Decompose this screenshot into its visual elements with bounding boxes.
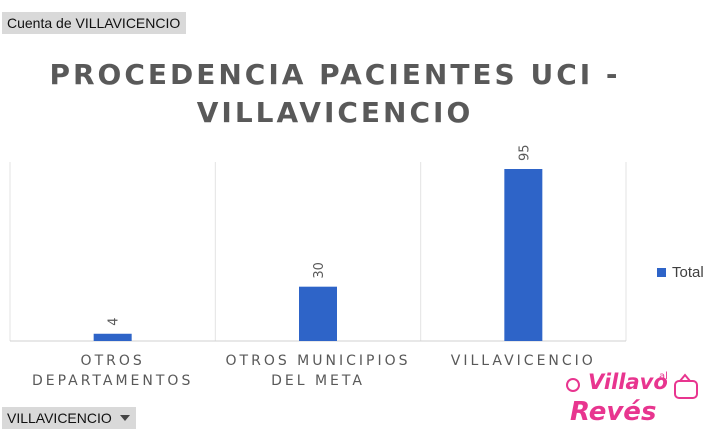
category-label: OTROS DEPARTAMENTOS [13, 351, 213, 391]
legend-swatch [657, 268, 666, 277]
legend-label: Total [672, 264, 704, 281]
bar [299, 286, 337, 341]
pivot-value-field-button[interactable]: Cuenta de VILLAVICENCIO [2, 12, 187, 34]
pivot-axis-field-button[interactable]: VILLAVICENCIO [2, 407, 136, 429]
category-label-line: OTROS MUNICIPIOS [225, 353, 411, 369]
villavo-al-reves-logo: Villavo al Revés [566, 370, 698, 427]
bar [504, 169, 543, 341]
chart-legend: Total [657, 264, 704, 281]
category-label: VILLAVICENCIO [423, 351, 623, 371]
bar [93, 333, 132, 341]
category-label-line: VILLAVICENCIO [450, 353, 596, 369]
logo-text-small: al [659, 371, 668, 382]
data-label: 30 [312, 262, 327, 279]
chart-title: PROCEDENCIA PACIENTES UCI - VILLAVICENCI… [0, 56, 670, 132]
category-label-line: DEL META [271, 373, 365, 389]
pivot-axis-field-label: VILLAVICENCIO [7, 410, 112, 426]
data-label: 95 [517, 144, 532, 161]
chart-title-line-2: VILLAVICENCIO [196, 96, 474, 129]
logo-text-line-1: Villavo [588, 370, 668, 394]
category-label: OTROS MUNICIPIOS DEL META [218, 351, 418, 391]
category-label-line: DEPARTAMENTOS [31, 373, 194, 389]
category-label-line: OTROS [80, 353, 145, 369]
data-label: 4 [107, 317, 122, 325]
pivot-value-field-label: Cuenta de VILLAVICENCIO [7, 15, 181, 31]
logo-text-line-2: Revés [570, 397, 656, 427]
dropdown-arrow-icon [119, 415, 130, 421]
chart-title-line-1: PROCEDENCIA PACIENTES UCI - [49, 58, 621, 91]
